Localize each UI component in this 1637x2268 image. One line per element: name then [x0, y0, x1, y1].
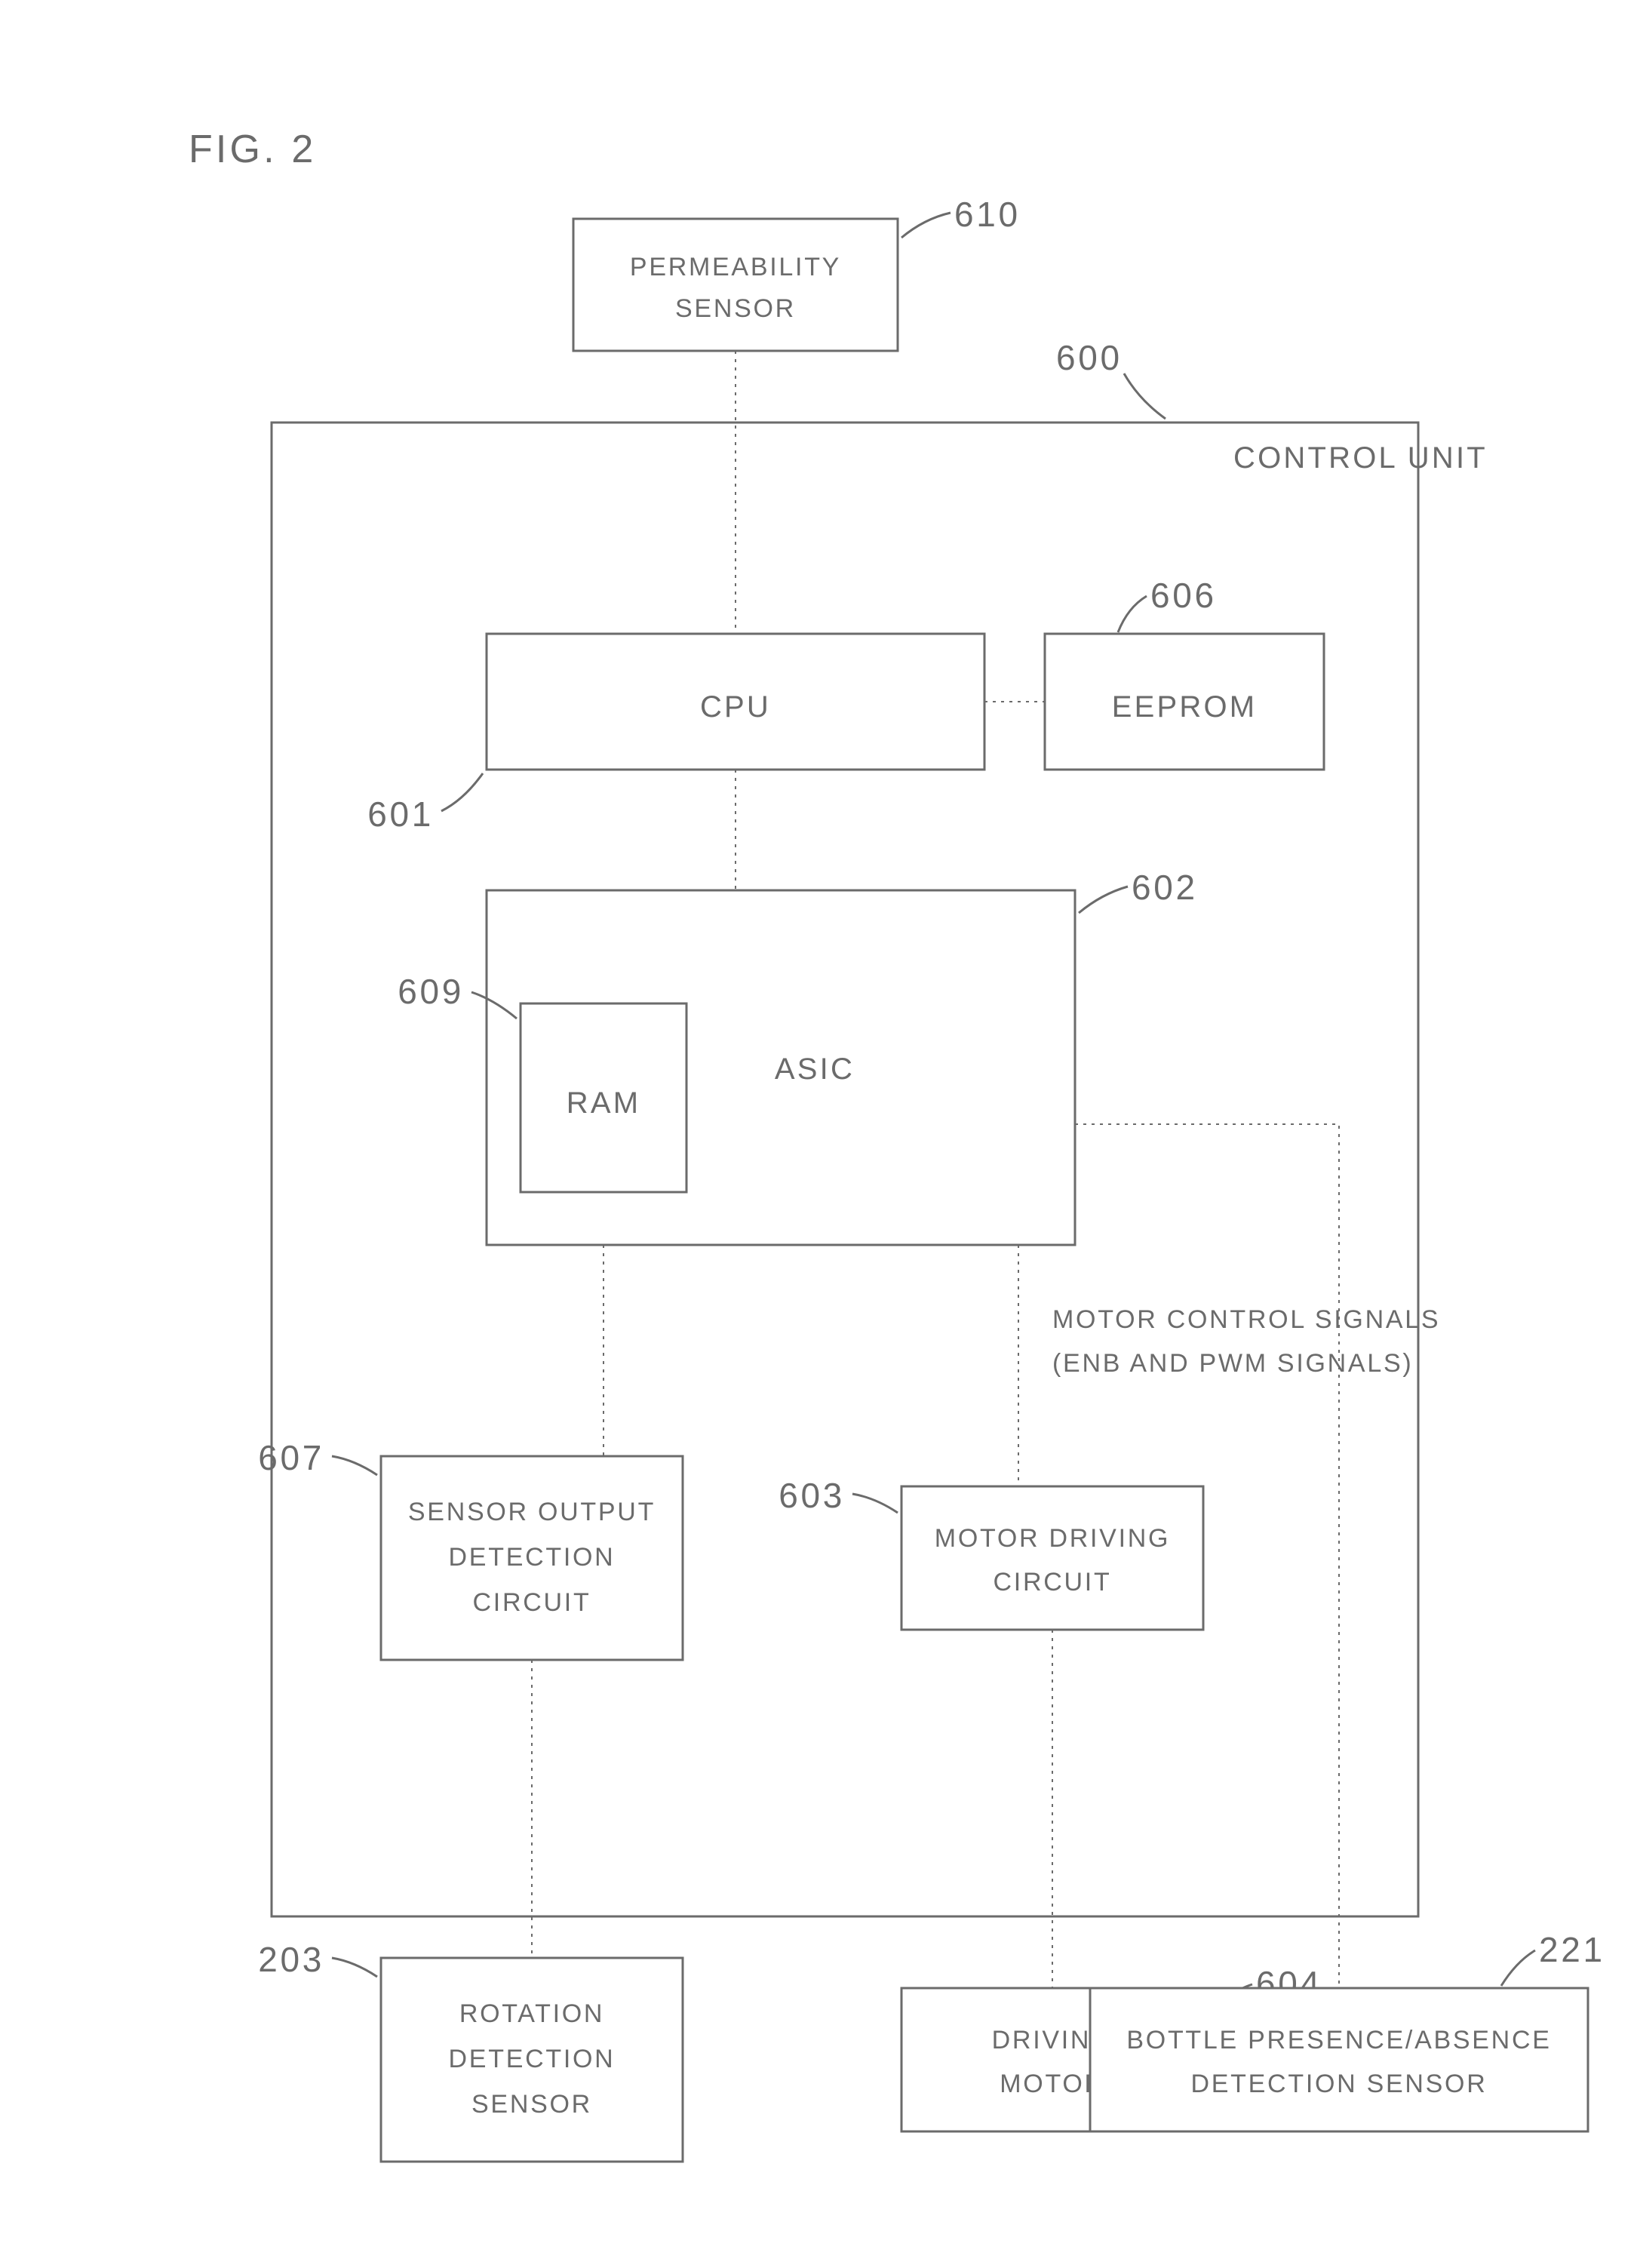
- ref-203: 203: [258, 1940, 324, 1979]
- ref-609: 609: [398, 972, 464, 1011]
- eeprom-label: EEPROM: [1112, 690, 1258, 724]
- sodc-line1: SENSOR OUTPUT: [408, 1498, 656, 1526]
- sodc-line3: CIRCUIT: [473, 1588, 591, 1617]
- permeability-sensor-block: PERMEABILITY SENSOR: [573, 219, 898, 351]
- rds-line1: ROTATION: [459, 1999, 604, 2028]
- rds-line3: SENSOR: [471, 2090, 592, 2119]
- rotation-detection-sensor-block: ROTATION DETECTION SENSOR: [381, 1958, 683, 2162]
- control-unit-label: CONTROL UNIT: [1233, 441, 1488, 475]
- ref-601: 601: [367, 794, 434, 834]
- ref-601-leader: [441, 773, 483, 811]
- ref-603-leader: [852, 1494, 898, 1513]
- ref-203-leader: [332, 1958, 377, 1977]
- ref-602: 602: [1132, 868, 1198, 907]
- ref-607: 607: [258, 1438, 324, 1477]
- ref-600: 600: [1056, 338, 1123, 377]
- motor-driving-circuit-block: MOTOR DRIVING CIRCUIT: [901, 1486, 1203, 1630]
- sodc-line2: DETECTION: [449, 1543, 616, 1572]
- ref-603: 603: [779, 1476, 845, 1515]
- cpu-block: CPU: [487, 634, 984, 770]
- ref-606: 606: [1150, 576, 1217, 615]
- cpu-label: CPU: [700, 690, 771, 724]
- ref-610: 610: [954, 195, 1021, 234]
- bps-line2: DETECTION SENSOR: [1191, 2070, 1488, 2098]
- ram-block: RAM: [521, 1003, 686, 1192]
- mdc-line2: CIRCUIT: [994, 1568, 1112, 1597]
- ref-602-leader: [1079, 887, 1128, 913]
- ref-221: 221: [1539, 1930, 1605, 1969]
- asic-label: ASIC: [775, 1053, 855, 1086]
- motor-control-signals-line1: MOTOR CONTROL SIGNALS: [1052, 1305, 1440, 1334]
- ref-606-leader: [1118, 596, 1147, 632]
- ref-607-leader: [332, 1456, 377, 1475]
- permeability-sensor-line2: SENSOR: [675, 294, 796, 323]
- ref-610-leader: [901, 213, 951, 238]
- mdc-line1: MOTOR DRIVING: [935, 1524, 1170, 1553]
- figure-label: FIG. 2: [189, 128, 316, 171]
- motor-control-signals-line2: (ENB AND PWM SIGNALS): [1052, 1349, 1413, 1378]
- ref-600-leader: [1124, 373, 1166, 419]
- ram-label: RAM: [567, 1086, 641, 1120]
- sensor-output-detection-circuit-block: SENSOR OUTPUT DETECTION CIRCUIT: [381, 1456, 683, 1660]
- bps-line1: BOTTLE PRESENCE/ABSENCE: [1126, 2026, 1551, 2054]
- eeprom-block: EEPROM: [1045, 634, 1324, 770]
- rds-line2: DETECTION: [449, 2045, 616, 2073]
- bottle-presence-sensor-block: BOTTLE PRESENCE/ABSENCE DETECTION SENSOR: [1090, 1988, 1588, 2131]
- ref-221-leader: [1501, 1950, 1535, 1986]
- permeability-sensor-line1: PERMEABILITY: [630, 253, 841, 281]
